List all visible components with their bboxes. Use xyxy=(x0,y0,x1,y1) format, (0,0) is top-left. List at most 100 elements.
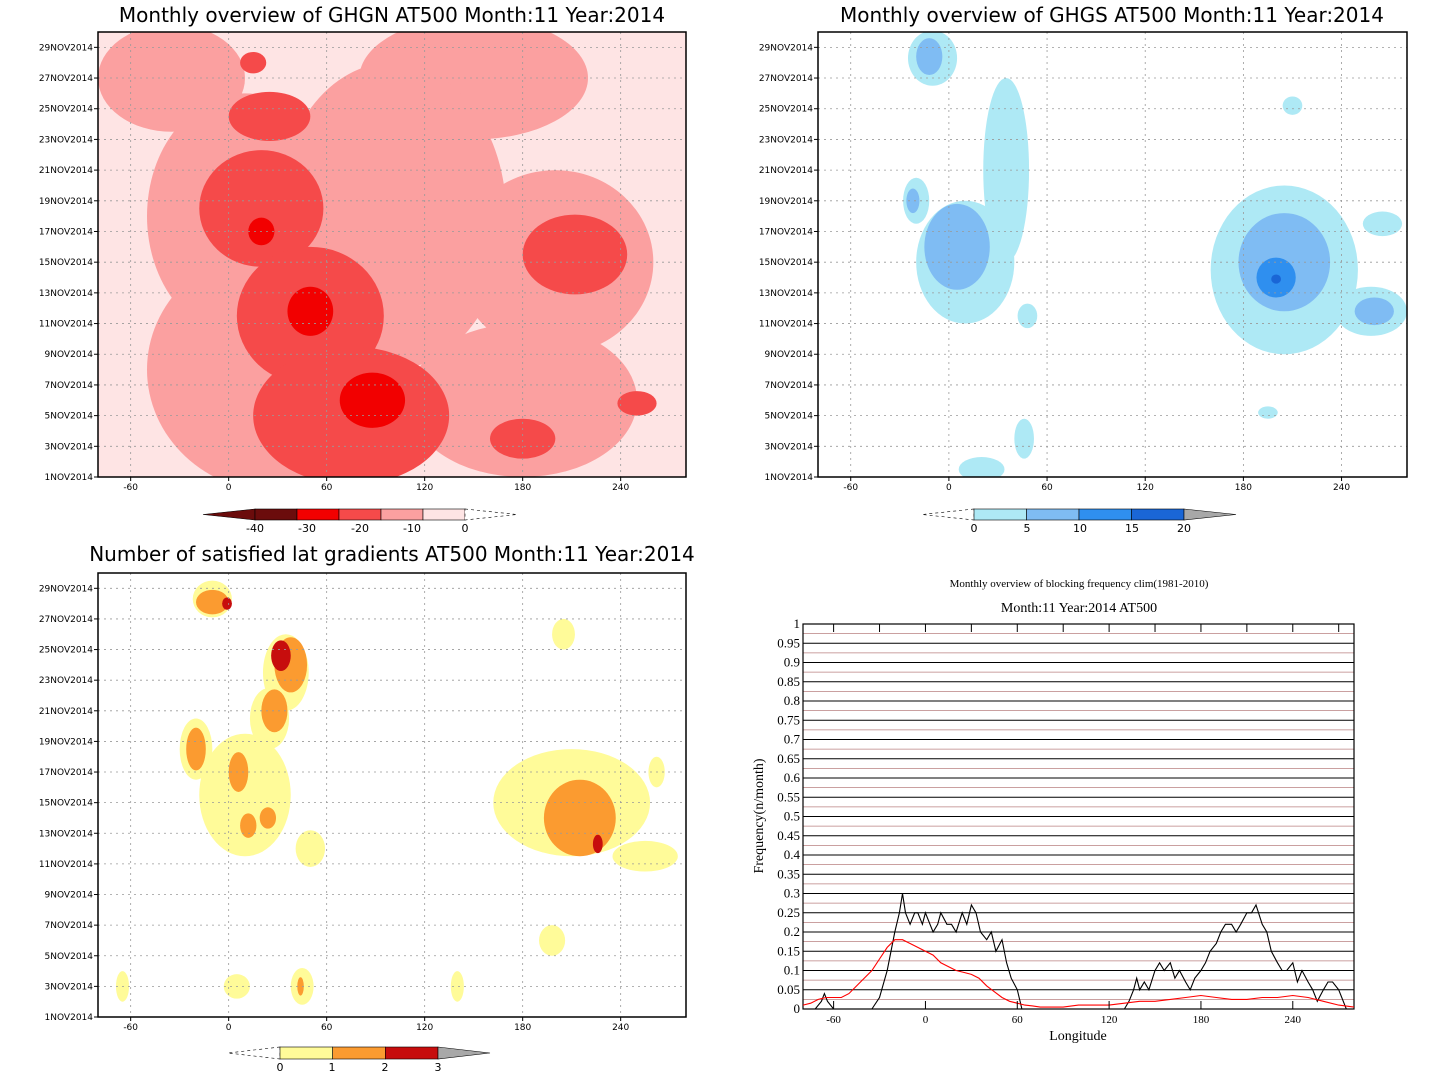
x-tick-label: -60 xyxy=(123,1023,138,1033)
y-tick-label: 5NOV2014 xyxy=(45,412,94,422)
colorbar-segment xyxy=(254,508,298,521)
y-tick-label: 29NOV2014 xyxy=(39,43,93,53)
contour-region xyxy=(1282,96,1303,115)
y-tick-label: 0.65 xyxy=(777,751,800,766)
contour-region xyxy=(240,813,257,838)
x-axis-label: Longitude xyxy=(1049,1029,1107,1044)
contour-fills xyxy=(903,32,1407,477)
y-tick-label: 0.2 xyxy=(784,924,800,939)
contour-region xyxy=(295,830,326,867)
colorbar-label: -20 xyxy=(351,522,369,535)
contour-region xyxy=(259,807,277,829)
colorbar-label: 5 xyxy=(1024,522,1031,535)
contour-region xyxy=(617,391,657,416)
series-line-1 xyxy=(803,893,1354,1010)
grid-lines xyxy=(818,32,1407,478)
x-tick-label: 240 xyxy=(612,483,629,493)
contour-region xyxy=(199,733,291,857)
x-tick-label: 180 xyxy=(514,1023,531,1033)
colorbar: 0 1 2 3 xyxy=(227,1046,491,1074)
y-tick-label: 0.1 xyxy=(784,963,800,978)
x-tick-label: 120 xyxy=(416,1023,433,1033)
contour-region xyxy=(287,286,334,336)
colorbar-segment xyxy=(296,508,340,521)
chart-title: Monthly overview of GHGS AT500 Month:11 … xyxy=(840,3,1384,27)
contour-region xyxy=(228,91,311,141)
y-tick-label: 9NOV2014 xyxy=(765,350,814,360)
y-tick-label: 19NOV2014 xyxy=(759,197,813,207)
x-tick-label: 0 xyxy=(923,1014,929,1026)
contour-region xyxy=(1017,303,1038,329)
y-tick-label: 17NOV2014 xyxy=(39,227,93,237)
y-tick-label: 0.55 xyxy=(777,789,800,804)
contour-region xyxy=(1362,211,1403,237)
x-tick-label: -60 xyxy=(123,483,138,493)
y-tick-label: 15NOV2014 xyxy=(39,258,93,268)
x-tick-label: 120 xyxy=(416,483,433,493)
contour-region xyxy=(592,834,603,854)
x-tick-label: 240 xyxy=(1285,1014,1302,1026)
x-tick-label: 0 xyxy=(946,483,952,493)
y-axis-label: Frequency(n/month) xyxy=(752,758,767,873)
y-tick-label: 3NOV2014 xyxy=(45,442,94,452)
x-tick-label: 60 xyxy=(321,483,333,493)
y-tick-label: 11NOV2014 xyxy=(39,320,93,330)
colorbar-segment xyxy=(332,1046,386,1060)
x-tick-label: 0 xyxy=(226,483,232,493)
y-tick-label: 7NOV2014 xyxy=(45,921,94,931)
contour-region xyxy=(1354,297,1394,326)
heatmap-panel-2: Monthly overview of GHGS AT500 Month:11 … xyxy=(759,3,1408,535)
contour-region xyxy=(924,203,990,290)
contour-region xyxy=(1271,274,1282,284)
colorbar-label: 0 xyxy=(462,522,469,535)
y-tick-label: 9NOV2014 xyxy=(45,350,94,360)
y-tick-label: 5NOV2014 xyxy=(45,952,94,962)
y-tick-label: 27NOV2014 xyxy=(39,74,93,84)
contour-fills xyxy=(98,32,657,477)
colorbar-label: 20 xyxy=(1177,522,1191,535)
colorbar-label: 15 xyxy=(1125,522,1139,535)
x-tick-label: -60 xyxy=(843,483,858,493)
colorbar-segment xyxy=(380,508,424,521)
contour-region xyxy=(958,457,1005,477)
contour-region xyxy=(339,372,406,428)
colorbar-label: -30 xyxy=(298,522,316,535)
colorbar: 0 5 10 15 20 xyxy=(921,508,1237,535)
chart-title: Monthly overview of GHGN AT500 Month:11 … xyxy=(119,3,665,27)
colorbar-label: 0 xyxy=(971,522,978,535)
contour-region xyxy=(1014,418,1034,459)
contour-region xyxy=(522,214,628,295)
y-tick-label: 25NOV2014 xyxy=(759,105,813,115)
y-tick-label: 1 xyxy=(794,616,801,631)
contour-region xyxy=(906,188,920,214)
contour-region xyxy=(539,925,566,956)
y-tick-label: 15NOV2014 xyxy=(39,799,93,809)
colorbar-arrow-left xyxy=(202,508,256,521)
colorbar-arrow-right xyxy=(464,508,518,521)
colorbar-arrow-left xyxy=(227,1046,281,1060)
y-tick-label: 0.4 xyxy=(784,847,801,862)
contour-region xyxy=(261,689,288,733)
contour-region xyxy=(543,779,616,857)
y-tick-label: 7NOV2014 xyxy=(45,381,94,391)
plot-frame xyxy=(97,572,687,1018)
y-tick-label: 11NOV2014 xyxy=(39,860,93,870)
heatmap-panel-1: Monthly overview of GHGN AT500 Month:11 … xyxy=(39,3,687,535)
y-tick-label: 19NOV2014 xyxy=(39,197,93,207)
contour-region xyxy=(222,597,232,610)
line-chart-panel: Monthly overview of blocking frequency c… xyxy=(752,578,1355,1044)
y-tick-label: 23NOV2014 xyxy=(759,135,813,145)
y-tick-label: 15NOV2014 xyxy=(759,258,813,268)
colorbar-label: 1 xyxy=(329,1061,336,1074)
y-tick-label: 9NOV2014 xyxy=(45,891,94,901)
y-tick-label: 0.7 xyxy=(784,732,801,747)
y-tick-label: 1NOV2014 xyxy=(765,473,814,483)
colorbar-label: -10 xyxy=(403,522,421,535)
contour-region xyxy=(186,727,206,771)
y-tick-label: 21NOV2014 xyxy=(759,166,813,176)
y-tick-label: 3NOV2014 xyxy=(765,442,814,452)
contour-region xyxy=(240,51,267,74)
contour-region xyxy=(228,752,249,792)
y-tick-label: 25NOV2014 xyxy=(39,105,93,115)
